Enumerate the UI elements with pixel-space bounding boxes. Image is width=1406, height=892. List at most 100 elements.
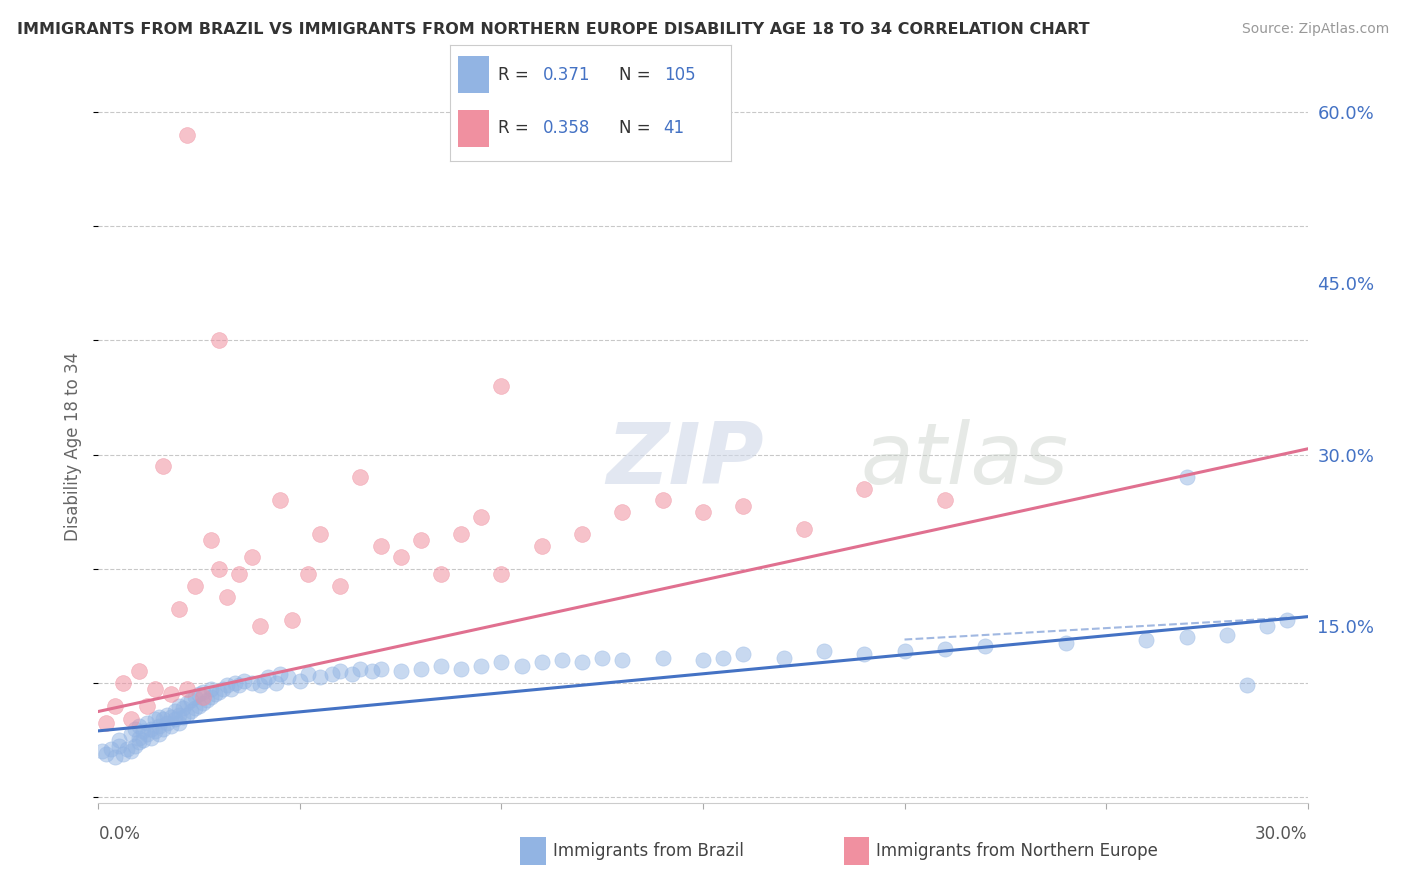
Point: [733, 648, 755, 662]
Point: [409, 662, 432, 676]
Point: [200, 533, 222, 548]
Point: [204, 687, 226, 701]
Point: [139, 731, 162, 745]
Point: [571, 527, 593, 541]
Point: [124, 739, 146, 753]
Point: [470, 658, 492, 673]
Point: [172, 701, 194, 715]
Text: 0.371: 0.371: [543, 66, 591, 84]
Point: [349, 470, 371, 484]
Point: [1256, 619, 1278, 633]
Point: [733, 499, 755, 513]
Point: [184, 579, 207, 593]
Point: [692, 653, 714, 667]
Point: [143, 713, 166, 727]
Point: [934, 493, 956, 508]
Y-axis label: Disability Age 18 to 34: Disability Age 18 to 34: [65, 351, 83, 541]
Point: [120, 713, 142, 727]
Point: [176, 697, 198, 711]
Point: [1175, 630, 1198, 644]
Point: [176, 681, 198, 696]
Point: [111, 676, 134, 690]
Point: [249, 619, 271, 633]
Point: [224, 676, 246, 690]
Point: [711, 650, 734, 665]
Point: [853, 648, 876, 662]
Point: [103, 750, 125, 764]
Point: [96, 715, 118, 730]
Point: [128, 719, 150, 733]
Point: [160, 719, 183, 733]
Point: [132, 733, 155, 747]
Point: [288, 673, 311, 688]
Point: [571, 656, 593, 670]
Point: [156, 715, 179, 730]
Point: [591, 650, 613, 665]
Point: [253, 673, 276, 688]
Point: [321, 666, 343, 681]
Point: [329, 579, 352, 593]
Point: [389, 550, 412, 565]
Point: [450, 662, 472, 676]
Point: [128, 665, 150, 679]
Point: [115, 742, 138, 756]
Point: [193, 690, 215, 704]
Point: [329, 665, 352, 679]
Text: IMMIGRANTS FROM BRAZIL VS IMMIGRANTS FROM NORTHERN EUROPE DISABILITY AGE 18 TO 3: IMMIGRANTS FROM BRAZIL VS IMMIGRANTS FRO…: [17, 22, 1090, 37]
Point: [361, 665, 384, 679]
Point: [200, 690, 222, 704]
Point: [107, 739, 129, 753]
Point: [167, 707, 190, 722]
Point: [530, 539, 553, 553]
Point: [208, 334, 231, 348]
Point: [135, 727, 157, 741]
Point: [309, 527, 332, 541]
Point: [124, 722, 146, 736]
Point: [470, 510, 492, 524]
Point: [212, 681, 235, 696]
Point: [163, 705, 186, 719]
Point: [1054, 636, 1077, 650]
Point: [193, 685, 215, 699]
Point: [221, 681, 243, 696]
Point: [217, 591, 239, 605]
Point: [107, 733, 129, 747]
Point: [143, 681, 166, 696]
Point: [172, 710, 194, 724]
Point: [200, 681, 222, 696]
Point: [297, 666, 319, 681]
Point: [530, 656, 553, 670]
Point: [148, 719, 170, 733]
Point: [409, 533, 432, 548]
Point: [813, 644, 835, 658]
Point: [208, 685, 231, 699]
Point: [793, 522, 815, 536]
Point: [176, 707, 198, 722]
Point: [135, 715, 157, 730]
Point: [152, 458, 174, 473]
Point: [853, 482, 876, 496]
Text: 0.358: 0.358: [543, 120, 591, 137]
Point: [240, 676, 263, 690]
Point: [612, 505, 634, 519]
FancyBboxPatch shape: [458, 56, 489, 94]
Point: [184, 701, 207, 715]
Point: [281, 613, 304, 627]
Point: [342, 666, 364, 681]
Point: [152, 722, 174, 736]
Point: [139, 722, 162, 736]
Text: 105: 105: [664, 66, 695, 84]
Point: [1135, 632, 1157, 647]
Point: [167, 698, 190, 713]
Point: [249, 678, 271, 692]
Point: [256, 670, 278, 684]
FancyBboxPatch shape: [458, 110, 489, 146]
Point: [612, 653, 634, 667]
Point: [103, 698, 125, 713]
Text: 0.0%: 0.0%: [98, 825, 141, 843]
Point: [208, 562, 231, 576]
Point: [132, 723, 155, 738]
Point: [269, 666, 291, 681]
Point: [195, 693, 218, 707]
Point: [111, 747, 134, 761]
